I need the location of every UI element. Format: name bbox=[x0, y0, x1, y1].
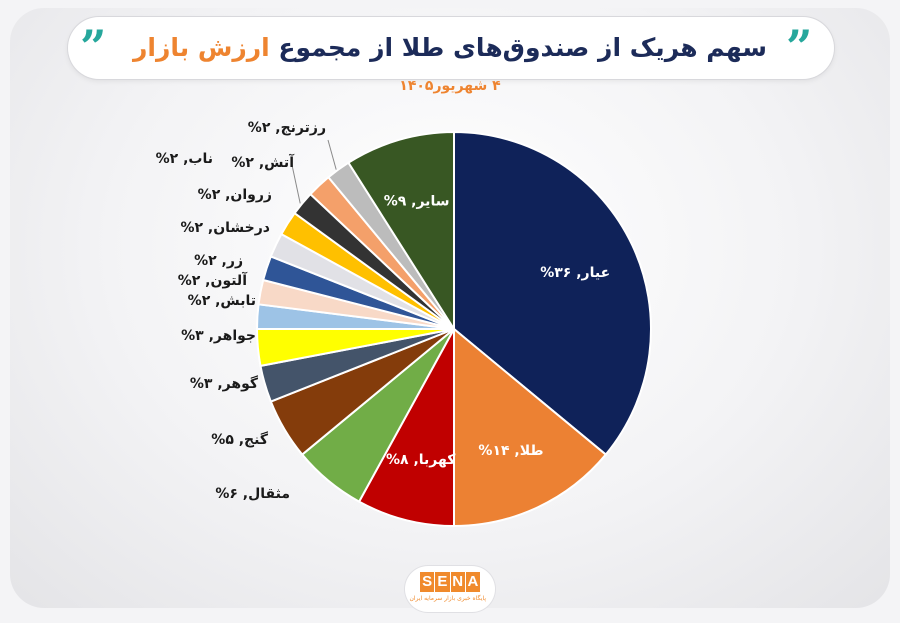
chart-date: ۴ شهریور۱۴۰۵ bbox=[399, 78, 501, 94]
slice-label: ناب, ۲% bbox=[156, 151, 213, 167]
leader-line bbox=[291, 164, 301, 204]
title-main: سهم هریک از صندوق‌های طلا از مجموع bbox=[278, 33, 767, 62]
slice-label: جواهر, ۳% bbox=[181, 328, 256, 344]
quote-mark-right-icon: ” bbox=[786, 20, 813, 74]
slice-label: زر, ۲% bbox=[194, 253, 243, 269]
quote-mark-left-icon: ” bbox=[80, 20, 107, 74]
slice-label: زروان, ۲% bbox=[198, 187, 272, 203]
slice-label: سایر, ۹% bbox=[384, 193, 450, 209]
pie-slice bbox=[453, 326, 608, 528]
slice-label: درخشان, ۲% bbox=[180, 220, 270, 236]
slice-label: عیار, ۳۶% bbox=[540, 265, 610, 281]
slice-label: گوهر, ۳% bbox=[190, 375, 259, 392]
pie-slice bbox=[347, 130, 455, 333]
logo-letter: S bbox=[420, 572, 435, 592]
title-accent: ارزش بازار bbox=[133, 33, 270, 62]
slice-label: مثقال, ۶% bbox=[215, 486, 290, 502]
logo-letters: S E N A bbox=[420, 572, 480, 592]
logo-letter: A bbox=[465, 572, 480, 592]
slice-label: رزترنج, ۲% bbox=[248, 120, 326, 136]
slice-label: طلا, ۱۴% bbox=[478, 443, 543, 459]
slice-label: تابش, ۲% bbox=[188, 293, 256, 309]
logo-letter: E bbox=[435, 572, 450, 592]
logo-tagline: پایگاه خبری بازار سرمایه ایران bbox=[409, 595, 486, 602]
slice-label: آلتون, ۲% bbox=[178, 271, 248, 289]
pie-slice bbox=[357, 328, 455, 528]
title-banner bbox=[68, 17, 834, 79]
leader-line bbox=[327, 139, 337, 170]
slice-label: آتش, ۲% bbox=[231, 153, 295, 171]
logo-letter: N bbox=[450, 572, 465, 592]
slice-label: گنج, ۵% bbox=[211, 431, 269, 448]
slice-label: کهربا, ۸% bbox=[386, 452, 456, 468]
chart-title: سهم هریک از صندوق‌های طلا از مجموع ارزش … bbox=[110, 26, 790, 70]
pie-slice bbox=[453, 130, 652, 456]
